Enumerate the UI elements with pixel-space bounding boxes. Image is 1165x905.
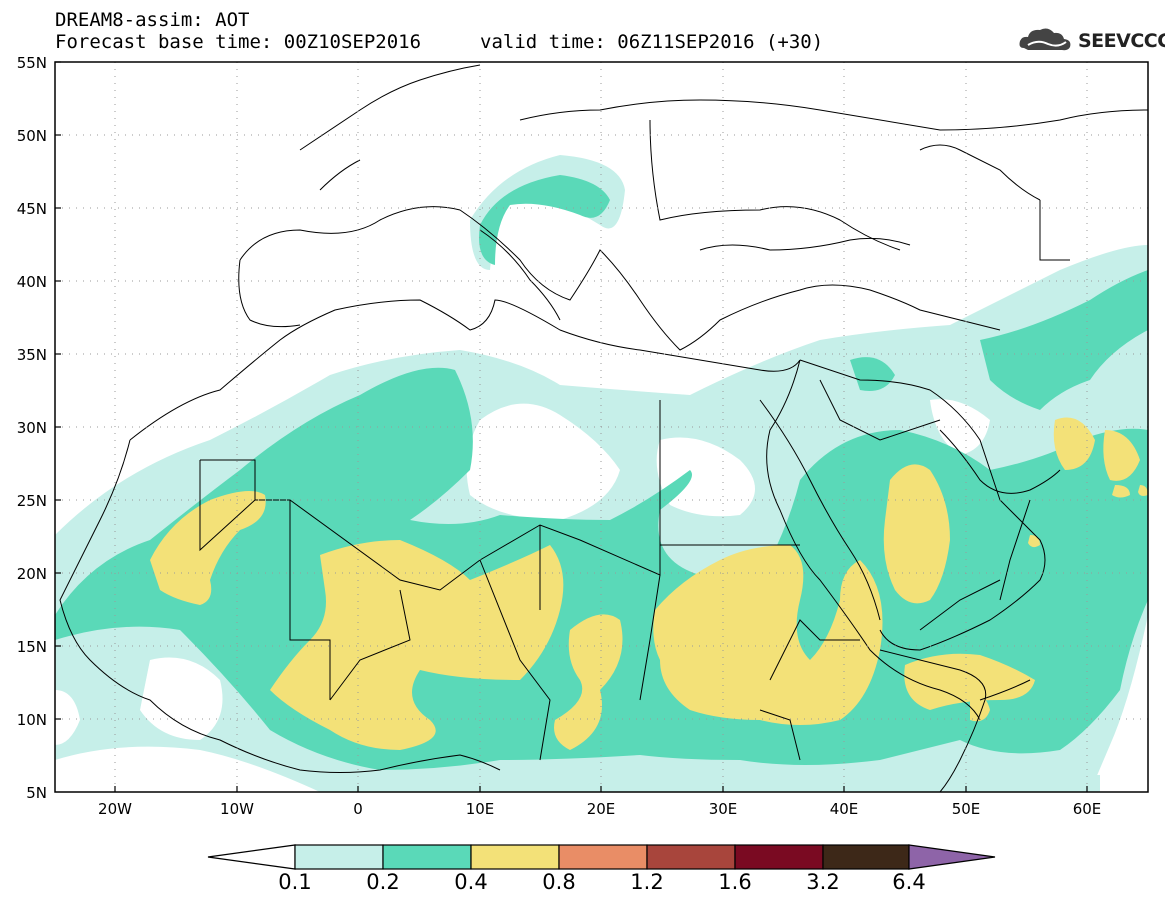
colorbar-label: 6.4: [892, 870, 926, 894]
lon-label: 20E: [586, 800, 616, 818]
logo-text: SEEVCCC: [1078, 30, 1165, 52]
lat-label: 55N: [16, 54, 47, 72]
lon-label: 50E: [951, 800, 981, 818]
map-grid: [55, 62, 1148, 792]
aot-band-0.4: [150, 417, 1148, 750]
colorbar: [207, 844, 996, 870]
lat-label: 45N: [16, 200, 47, 218]
colorbar-swatch-7: [822, 844, 910, 870]
base-time: Forecast base time: 00Z10SEP2016: [55, 31, 422, 53]
colorbar-label: 1.2: [630, 870, 664, 894]
lat-label: 50N: [16, 127, 47, 145]
lon-label: 30E: [708, 800, 738, 818]
colorbar-swatch-4: [558, 844, 648, 870]
colorbar-swatch-6: [734, 844, 824, 870]
lon-label: 0: [353, 800, 363, 818]
lat-label: 10N: [16, 711, 47, 729]
cloud-logo-icon: [1019, 28, 1071, 51]
colorbar-swatch-1: [294, 844, 384, 870]
lon-label: 10E: [465, 800, 495, 818]
lat-label: 5N: [26, 784, 47, 802]
title-line: DREAM8-assim: AOT: [55, 9, 250, 31]
lat-label: 30N: [16, 419, 47, 437]
colorbar-label: 0.2: [366, 870, 400, 894]
lon-label: 60E: [1072, 800, 1102, 818]
colorbar-label: 0.8: [542, 870, 576, 894]
colorbar-swatch-5: [646, 844, 736, 870]
colorbar-swatch-2: [382, 844, 472, 870]
colorbar-label: 0.4: [454, 870, 488, 894]
colorbar-swatch-3: [470, 844, 560, 870]
lat-label: 40N: [16, 273, 47, 291]
lat-label: 35N: [16, 346, 47, 364]
lon-label: 10W: [220, 800, 254, 818]
lat-label: 25N: [16, 492, 47, 510]
colorbar-swatch-8: [908, 844, 996, 870]
lon-label: 20W: [98, 800, 132, 818]
colorbar-swatch-0: [207, 844, 296, 870]
lon-label: 40E: [829, 800, 859, 818]
valid-time: valid time: 06Z11SEP2016 (+30): [480, 31, 824, 53]
colorbar-label: 1.6: [718, 870, 752, 894]
lat-label: 15N: [16, 638, 47, 656]
colorbar-label: 3.2: [806, 870, 840, 894]
lat-label: 20N: [16, 565, 47, 583]
colorbar-label: 0.1: [278, 870, 312, 894]
